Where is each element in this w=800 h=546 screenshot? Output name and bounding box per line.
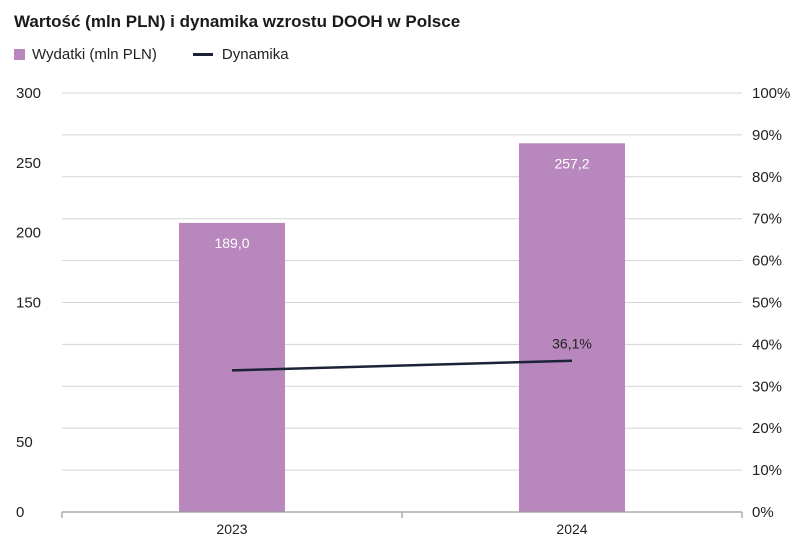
y-right-tick-label-7: 70% bbox=[752, 211, 782, 228]
chart-title: Wartość (mln PLN) i dynamika wzrostu DOO… bbox=[14, 12, 461, 31]
y-right-tick-label-5: 50% bbox=[752, 295, 782, 312]
legend: Wydatki (mln PLN) Dynamika bbox=[14, 46, 325, 63]
y-right-tick-label-6: 60% bbox=[752, 253, 782, 270]
y-right-tick-label-8: 80% bbox=[752, 169, 782, 186]
legend-item-bar: Wydatki (mln PLN) bbox=[14, 46, 157, 63]
bar-data-label-2024: 257,2 bbox=[554, 155, 589, 171]
y-right-tick-label-0: 0% bbox=[752, 504, 774, 521]
y-right-tick-label-4: 40% bbox=[752, 336, 782, 353]
legend-label-bar: Wydatki (mln PLN) bbox=[32, 46, 157, 63]
dynamika-line bbox=[231, 359, 573, 372]
legend-label-line: Dynamika bbox=[221, 46, 289, 63]
y-right-tick-label-3: 30% bbox=[752, 378, 782, 395]
x-tick-label-2023: 2023 bbox=[216, 521, 247, 537]
y-right-tick-label-2: 20% bbox=[752, 420, 782, 437]
y-left-tick-label-5: 300 bbox=[16, 85, 41, 102]
y-left-tick-label-3: 200 bbox=[16, 225, 41, 242]
y-right-tick-label-10: 100% bbox=[752, 85, 790, 102]
y-left-tick-label-1: 50 bbox=[16, 434, 33, 451]
y-right-tick-label-9: 90% bbox=[752, 127, 782, 144]
y-left-tick-label-2: 150 bbox=[16, 295, 41, 312]
legend-item-line: Dynamika bbox=[192, 46, 289, 63]
bar-2023 bbox=[179, 222, 285, 512]
bar-2024 bbox=[519, 143, 625, 512]
y-left-tick-label-0: 0 bbox=[16, 504, 24, 521]
y-right-tick-label-1: 10% bbox=[752, 462, 782, 479]
legend-swatch-line bbox=[192, 53, 213, 56]
line-data-label-2024: 36,1% bbox=[552, 336, 592, 352]
x-tick-label-2024: 2024 bbox=[556, 521, 587, 537]
bar-data-label-2023: 189,0 bbox=[214, 235, 249, 251]
y-left-tick-label-4: 250 bbox=[16, 155, 41, 172]
legend-swatch-bar bbox=[14, 49, 25, 60]
